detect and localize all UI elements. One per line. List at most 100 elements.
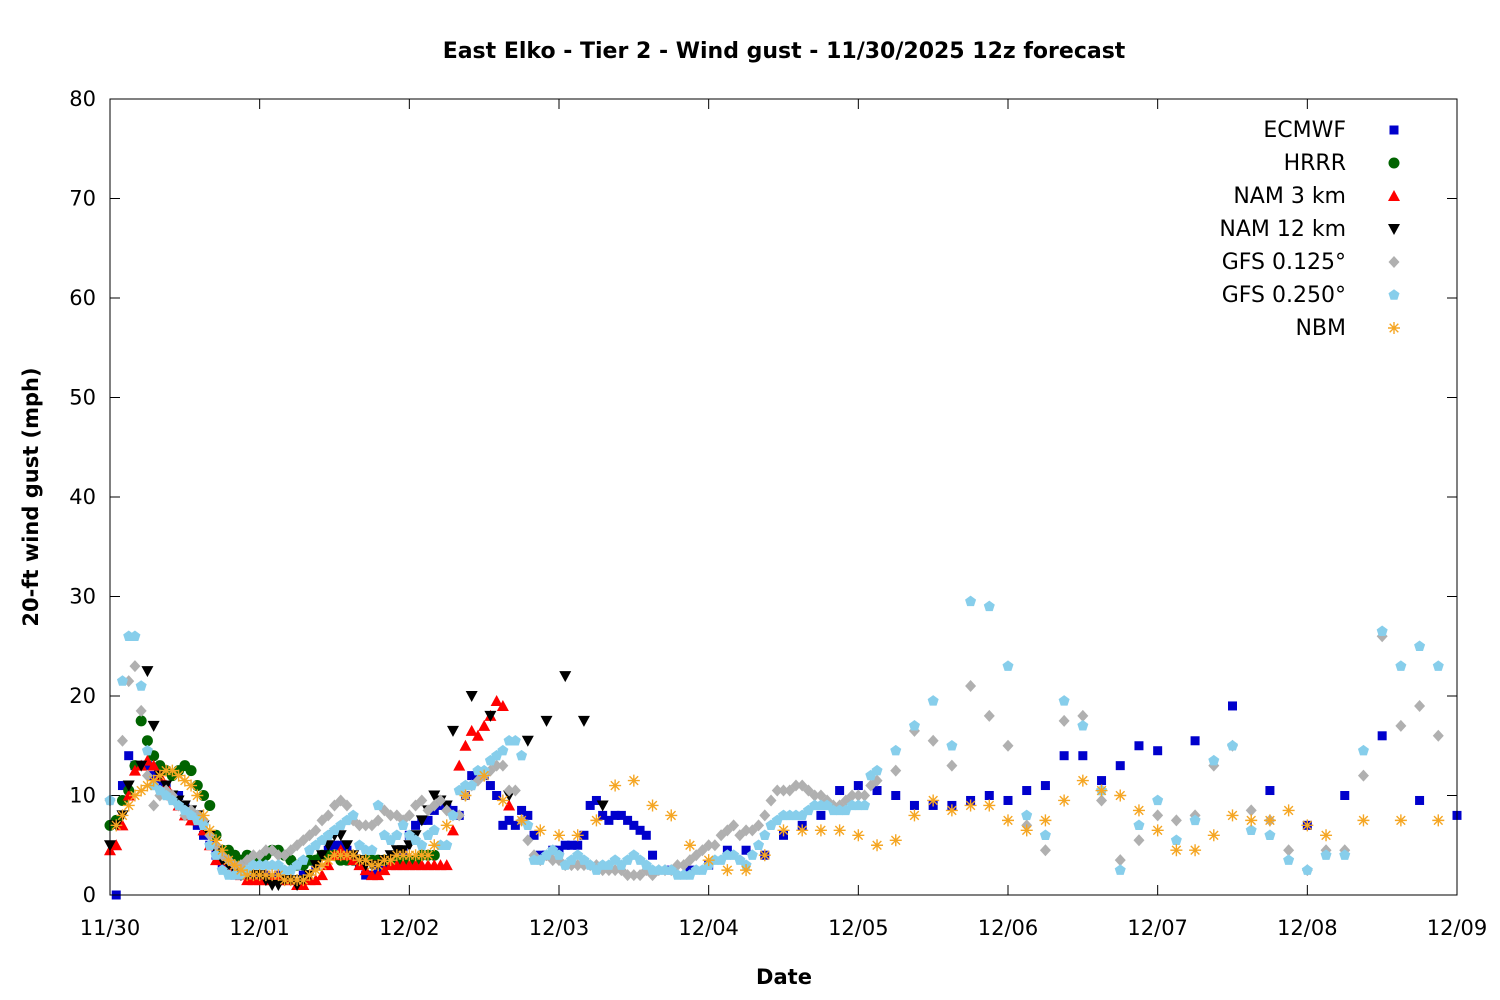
data-point xyxy=(428,824,440,836)
data-point xyxy=(141,735,153,747)
data-point xyxy=(740,824,752,837)
data-point xyxy=(610,810,620,820)
data-point xyxy=(790,779,802,792)
data-point xyxy=(1039,829,1051,840)
data-point xyxy=(984,791,994,800)
data-point xyxy=(247,869,260,882)
data-point xyxy=(1078,751,1088,761)
data-point xyxy=(515,814,528,827)
data-point xyxy=(228,859,241,872)
data-point xyxy=(909,800,919,810)
y-tick-label: 70 xyxy=(69,187,96,211)
data-point xyxy=(178,774,191,787)
data-point xyxy=(585,800,595,810)
data-point xyxy=(372,799,384,811)
data-point xyxy=(559,671,572,683)
data-point xyxy=(835,786,845,796)
data-point xyxy=(234,864,247,877)
data-point xyxy=(266,869,279,882)
data-point xyxy=(891,791,901,800)
data-point xyxy=(709,839,721,852)
data-point xyxy=(1377,731,1387,741)
y-tick-label: 0 xyxy=(83,883,96,907)
legend-marker xyxy=(1389,125,1399,135)
data-point xyxy=(1151,824,1164,837)
data-point xyxy=(503,784,515,797)
data-point xyxy=(478,719,491,731)
data-point xyxy=(852,829,865,842)
data-point xyxy=(596,800,609,812)
data-point xyxy=(284,874,297,887)
data-point xyxy=(490,694,503,706)
data-point xyxy=(1394,814,1407,827)
data-point xyxy=(322,809,334,822)
data-point xyxy=(135,715,147,727)
data-point xyxy=(1114,789,1127,802)
data-point xyxy=(210,834,223,847)
data-point xyxy=(122,780,135,792)
data-point xyxy=(946,759,958,772)
data-point xyxy=(353,854,366,867)
data-point xyxy=(1357,744,1369,756)
data-point xyxy=(328,849,341,862)
data-point xyxy=(846,789,858,802)
data-point xyxy=(497,744,509,756)
data-point xyxy=(945,804,958,817)
data-point xyxy=(428,839,441,852)
data-point xyxy=(141,666,154,678)
data-point xyxy=(927,695,939,706)
x-tick-label: 11/30 xyxy=(80,916,141,940)
data-point xyxy=(1320,849,1332,860)
data-point xyxy=(1152,794,1164,806)
data-point xyxy=(859,799,871,811)
data-point xyxy=(683,839,696,852)
data-point xyxy=(1208,754,1220,766)
data-point xyxy=(983,799,996,812)
data-point xyxy=(1058,695,1070,706)
data-point xyxy=(297,874,310,887)
data-point xyxy=(446,824,459,836)
data-point xyxy=(1039,814,1052,827)
data-point xyxy=(703,839,715,852)
data-point xyxy=(646,799,659,812)
data-point xyxy=(347,849,360,862)
series-6 xyxy=(110,764,1445,887)
data-point xyxy=(1357,769,1369,782)
x-tick-label: 12/08 xyxy=(1277,916,1338,940)
data-point xyxy=(1226,739,1239,751)
legend-marker xyxy=(1388,157,1400,169)
data-point xyxy=(272,869,285,882)
data-point xyxy=(135,760,148,772)
x-tick-label: 12/03 xyxy=(529,916,590,940)
data-point xyxy=(908,809,921,822)
data-point xyxy=(641,830,651,840)
data-point xyxy=(534,824,547,837)
data-point xyxy=(1189,814,1201,826)
data-point xyxy=(372,859,385,872)
data-point xyxy=(1152,809,1164,822)
data-point xyxy=(702,854,715,867)
data-point xyxy=(571,829,584,842)
data-point xyxy=(1395,719,1407,732)
data-point xyxy=(1077,709,1089,722)
data-point xyxy=(278,874,291,887)
data-point xyxy=(814,824,827,837)
y-tick-label: 50 xyxy=(69,386,96,410)
data-point xyxy=(765,794,777,807)
data-point xyxy=(372,869,385,881)
data-point xyxy=(964,799,977,812)
data-point xyxy=(889,834,902,847)
data-point xyxy=(409,849,422,862)
data-point xyxy=(871,839,884,852)
data-point xyxy=(390,849,403,862)
data-point xyxy=(1189,844,1202,857)
data-point xyxy=(260,844,272,857)
data-point xyxy=(466,779,478,791)
data-point xyxy=(385,809,397,822)
data-point xyxy=(334,849,347,862)
data-point xyxy=(422,849,435,862)
data-point xyxy=(648,850,658,860)
legend-marker xyxy=(1388,256,1400,268)
data-point xyxy=(771,784,783,797)
data-point xyxy=(1376,625,1388,637)
